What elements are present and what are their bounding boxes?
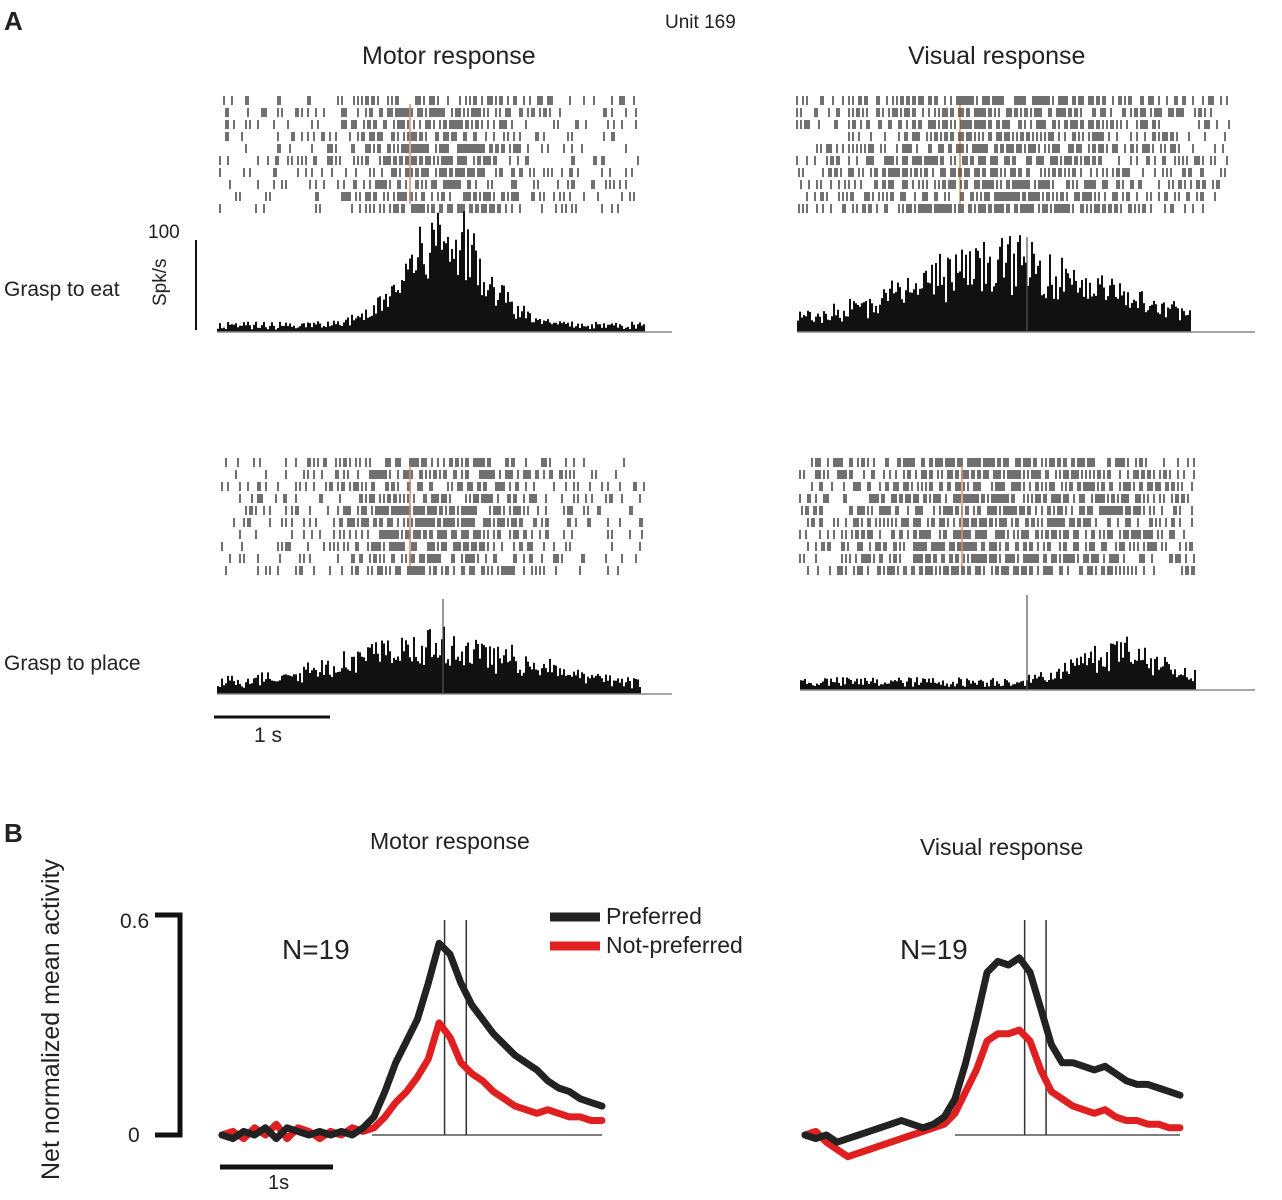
raster-trial-row — [229, 554, 637, 563]
psth-bars — [800, 636, 1196, 690]
panel-a-title-motor: Motor response — [362, 42, 536, 70]
raster-trial-row — [235, 470, 617, 479]
raster-trial-row — [225, 108, 637, 117]
panel-b-y-axis — [155, 912, 183, 1138]
raster-trial-row — [798, 204, 1204, 213]
series-line-preferred — [801, 954, 1184, 1146]
raster-trial-row — [806, 192, 1216, 201]
raster-trial-row — [816, 144, 1224, 153]
raster-trial-row — [225, 458, 625, 467]
series-line-not-preferred — [801, 1026, 1184, 1161]
raster-trial-row — [807, 518, 1193, 527]
psth-histogram — [217, 211, 672, 333]
raster-trial-row — [229, 180, 627, 189]
raster-block — [219, 96, 639, 213]
psth-bars — [217, 211, 645, 332]
panel-b-ymin-tick: 0 — [128, 1124, 140, 1147]
raster-trial-row — [239, 494, 641, 503]
raster-trial-row — [219, 156, 639, 165]
raster-plots — [219, 96, 1230, 575]
raster-trial-row — [233, 518, 643, 527]
psth-histogram — [800, 595, 1255, 691]
raster-trial-row — [796, 96, 1228, 105]
raster-trial-row — [811, 482, 1193, 491]
raster-trial-row — [219, 204, 619, 213]
panel-a-axes — [195, 240, 330, 719]
raster-trial-row — [239, 530, 643, 539]
raster-block — [796, 96, 1230, 213]
raster-block — [799, 458, 1195, 575]
series-line-preferred — [218, 939, 606, 1143]
psth-bars — [797, 235, 1191, 332]
panel-b-ymax-tick: 0.6 — [120, 910, 150, 933]
raster-trial-row — [807, 566, 1195, 575]
psth-bars — [217, 626, 641, 694]
raster-trial-row — [799, 470, 1195, 479]
raster-trial-row — [219, 168, 633, 177]
n-label-visual: N=19 — [900, 934, 968, 965]
psth-histogram — [797, 235, 1255, 333]
panel-b-scalebar-label: 1s — [268, 1172, 290, 1194]
psth-histograms — [217, 211, 1255, 695]
raster-trial-row — [235, 192, 635, 201]
raster-trial-row — [796, 108, 1212, 117]
raster-trial-row — [796, 156, 1228, 165]
raster-trial-row — [225, 120, 637, 129]
psth-ymax-label: 100 — [148, 222, 180, 243]
raster-trial-row — [799, 530, 1185, 539]
raster-trial-row — [811, 458, 1195, 467]
raster-trial-row — [848, 132, 1226, 141]
panel-a-scalebar-label: 1 s — [254, 724, 283, 747]
raster-trial-row — [799, 494, 1189, 503]
raster-trial-row — [799, 554, 1195, 563]
raster-trial-row — [800, 180, 1220, 189]
psth-histogram — [217, 599, 672, 695]
chart-visual-response — [801, 920, 1184, 1161]
raster-trial-row — [807, 542, 1193, 551]
legend-not-preferred-label: Not-preferred — [606, 932, 743, 958]
raster-trial-row — [221, 542, 641, 551]
n-label-motor: N=19 — [282, 934, 350, 965]
raster-block — [221, 458, 645, 575]
panel-b-title-motor: Motor response — [370, 828, 530, 854]
raster-trial-row — [245, 506, 633, 515]
raster-trial-row — [796, 120, 1230, 129]
raster-trial-row — [225, 132, 615, 141]
unit-label: Unit 169 — [665, 12, 736, 33]
series-line-not-preferred — [218, 1019, 606, 1143]
raster-trial-row — [801, 506, 1193, 515]
legend-preferred-label: Preferred — [606, 903, 702, 929]
raster-trial-row — [221, 482, 645, 491]
row-label-grasp-to-eat: Grasp to eat — [4, 278, 120, 301]
panel-a-letter: A — [4, 6, 23, 36]
panel-b-title-visual: Visual response — [920, 834, 1084, 860]
chart-motor-response — [218, 920, 606, 1143]
panel-a-title-visual: Visual response — [908, 42, 1086, 70]
raster-trial-row — [225, 566, 619, 575]
raster-trial-row — [245, 144, 627, 153]
panel-b-line-charts — [155, 912, 1184, 1170]
row-label-grasp-to-place: Grasp to place — [4, 652, 141, 675]
panel-b-letter: B — [4, 818, 23, 848]
raster-trial-row — [223, 96, 635, 105]
raster-trial-row — [798, 168, 1226, 177]
